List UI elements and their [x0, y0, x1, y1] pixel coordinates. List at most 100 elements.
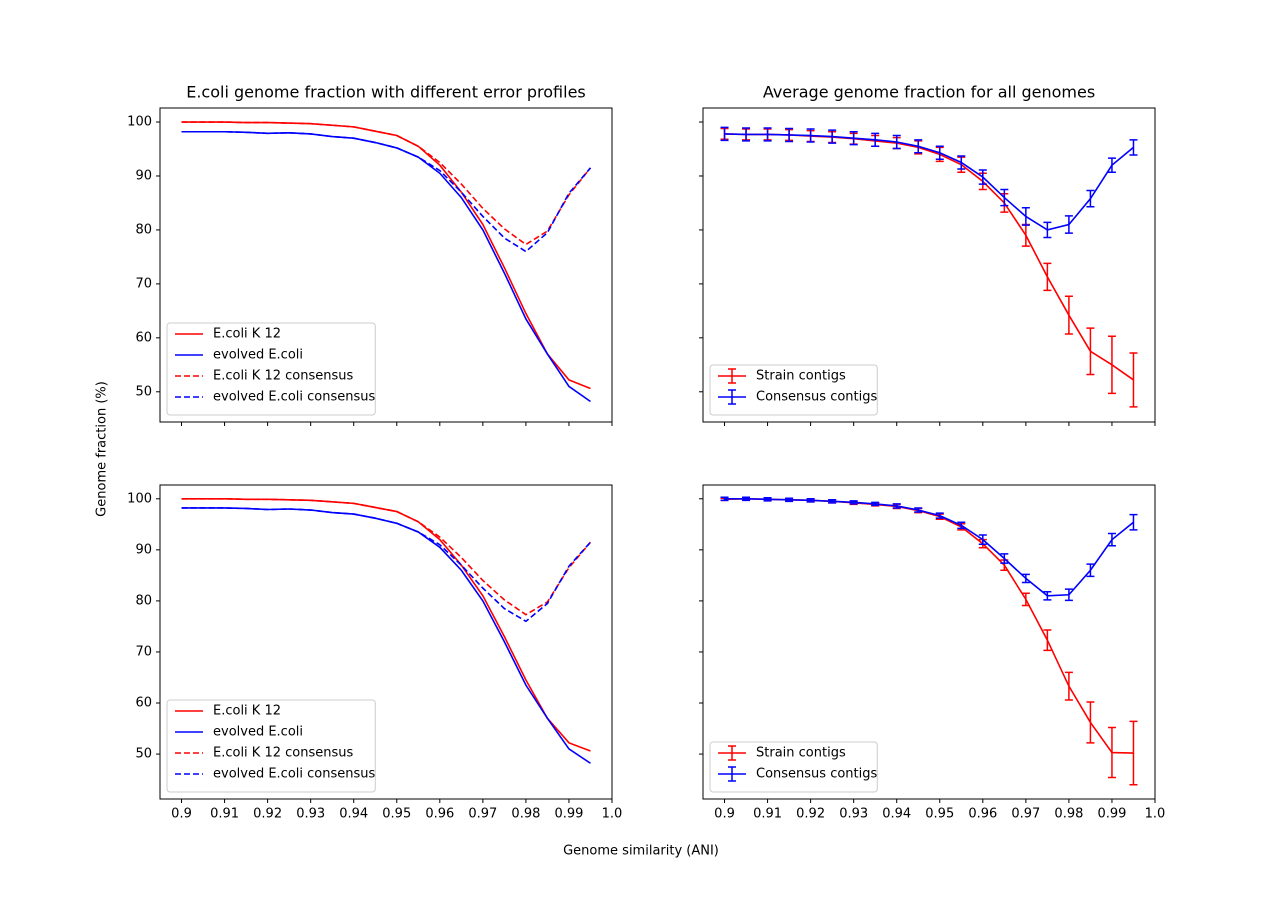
error-bar [1129, 139, 1138, 156]
error-bar [978, 534, 987, 545]
y-tick-label: 90 [135, 542, 152, 557]
y-tick-label: 80 [135, 222, 152, 237]
error-bar [1021, 207, 1030, 226]
error-bar [763, 127, 772, 142]
legend-box [166, 699, 376, 793]
y-tick-label: 100 [127, 115, 152, 130]
legend-label: E.coli K 12 consensus [213, 369, 353, 384]
x-axis-label: Genome similarity (ANI) [563, 844, 719, 859]
x-tick-label: 0.95 [925, 807, 954, 822]
error-bar [1064, 295, 1073, 335]
error-bar [1129, 720, 1138, 786]
legend: E.coli K 12 evolved E.coli E.coli K 12 con… [166, 699, 376, 793]
legend-label: E.coli K 12 [213, 704, 281, 719]
error-bar [1043, 221, 1052, 239]
error-bar [785, 127, 794, 143]
error-bar [914, 507, 923, 513]
error-bar [1021, 592, 1030, 607]
legend-label: E.coli K 12 consensus [213, 746, 353, 761]
y-axis-label: Genome fraction (%) [95, 381, 110, 517]
legend: Strain contigs Consensus contigs [709, 364, 878, 416]
error-bar [806, 128, 815, 143]
series-line [181, 507, 592, 623]
error-bar [957, 155, 966, 170]
x-tick-label: 0.95 [382, 807, 411, 822]
series-line [724, 133, 1134, 231]
x-tick-label: 0.91 [210, 807, 239, 822]
legend-box [709, 364, 878, 416]
error-bar [1086, 701, 1095, 744]
error-bar [1064, 215, 1073, 234]
y-tick-label: 90 [135, 168, 152, 183]
error-bar [892, 503, 901, 509]
error-bar [1107, 335, 1116, 395]
y-tick-label: 100 [127, 491, 152, 506]
x-tick-label: 0.93 [296, 807, 325, 822]
x-tick-label: 0.9 [714, 807, 735, 822]
error-bar [849, 500, 858, 505]
error-bar [1064, 671, 1073, 701]
error-bar [720, 496, 729, 502]
error-bar [1129, 352, 1138, 408]
y-tick-label: 70 [135, 276, 152, 291]
legend-label: Consensus contigs [756, 767, 877, 782]
error-bar [1064, 588, 1073, 602]
legend-box [166, 322, 376, 416]
y-tick-label: 80 [135, 593, 152, 608]
error-bar [957, 521, 966, 530]
legend-label: evolved E.coli [213, 725, 303, 740]
error-bar [935, 512, 944, 519]
error-bar [849, 130, 858, 146]
chart-title: Average genome fraction for all genomes [763, 83, 1095, 102]
error-bar [914, 139, 923, 154]
error-bar [1000, 553, 1009, 564]
legend-label: evolved E.coli [213, 348, 303, 363]
x-tick-label: 0.92 [796, 807, 825, 822]
legend-label: Strain contigs [756, 746, 846, 761]
legend-swatch-error [728, 368, 736, 384]
x-tick-label: 0.9 [171, 807, 192, 822]
legend-label: E.coli K 12 [213, 327, 281, 342]
error-bar [1043, 629, 1052, 652]
y-tick-label: 50 [135, 747, 152, 762]
x-tick-label: 0.94 [339, 807, 368, 822]
x-tick-label: 0.92 [253, 807, 282, 822]
legend-label: evolved E.coli consensus [213, 767, 375, 782]
error-bar [1086, 189, 1095, 208]
legend-swatch-error [728, 389, 736, 405]
legend-label: Consensus contigs [756, 390, 877, 405]
error-bar [1086, 563, 1095, 578]
legend-box [709, 741, 878, 793]
series-line [181, 130, 592, 253]
error-bar [720, 126, 729, 142]
series-line [181, 497, 592, 616]
legend: E.coli K 12 evolved E.coli E.coli K 12 con… [166, 322, 376, 416]
x-tick-label: 0.94 [882, 807, 911, 822]
x-tick-label: 0.97 [468, 807, 497, 822]
error-bar [742, 496, 751, 502]
x-tick-label: 0.98 [1054, 807, 1083, 822]
error-bar [1043, 262, 1052, 292]
legend-label: Strain contigs [756, 369, 846, 384]
series-line [181, 121, 592, 246]
error-bar [1043, 590, 1052, 601]
legend-swatch-error [728, 745, 736, 761]
x-tick-label: 0.99 [554, 807, 583, 822]
x-tick-label: 1.0 [1145, 807, 1166, 822]
error-bar [828, 499, 837, 504]
plot-frame [159, 484, 613, 800]
error-bar [871, 501, 880, 507]
error-bar [1107, 726, 1116, 779]
x-tick-label: 0.96 [968, 807, 997, 822]
series-line [724, 497, 1134, 597]
error-bar [806, 498, 815, 503]
error-bar [1000, 188, 1009, 207]
x-tick-label: 0.91 [753, 807, 782, 822]
error-bar [978, 169, 987, 185]
error-bar [1021, 573, 1030, 584]
error-bar [763, 497, 772, 502]
chart-title: E.coli genome fraction with different er… [186, 83, 586, 102]
legend: Strain contigs Consensus contigs [709, 741, 878, 793]
x-tick-label: 0.93 [839, 807, 868, 822]
